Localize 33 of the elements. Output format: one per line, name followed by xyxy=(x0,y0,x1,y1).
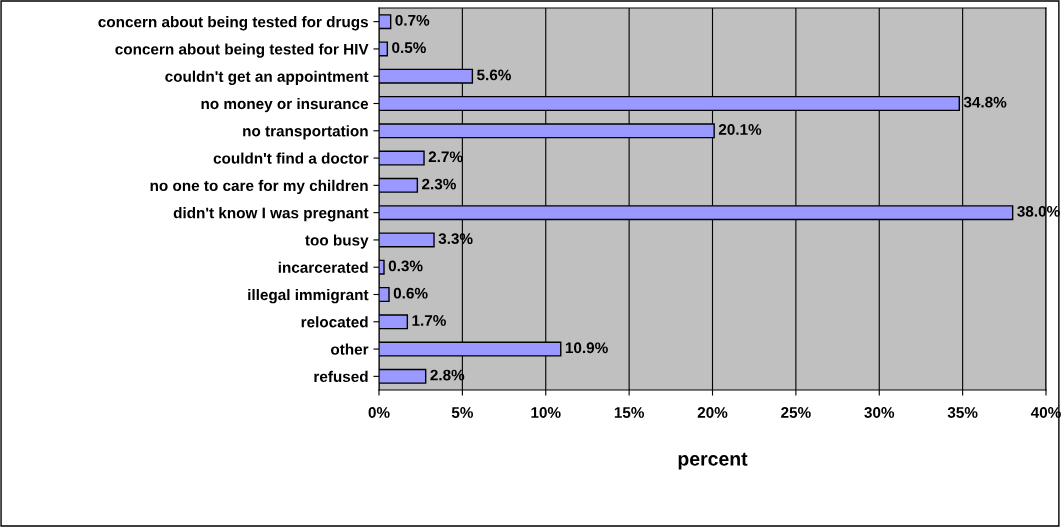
y-tick-label: no one to care for my children xyxy=(150,179,368,195)
y-tick-label: couldn't get an appointment xyxy=(165,70,369,85)
data-label: 0.5% xyxy=(392,42,426,54)
x-tick-label: 10% xyxy=(531,407,561,418)
y-tick-label: incarcerated xyxy=(278,261,368,273)
data-label: 5.6% xyxy=(477,69,511,81)
y-tick-label: other xyxy=(330,343,369,355)
x-axis-title: percent xyxy=(678,452,748,470)
data-label: 0.3% xyxy=(388,260,423,272)
x-tick-label: 15% xyxy=(614,407,645,418)
y-tick-label: refused xyxy=(314,370,368,383)
data-label: 0.7% xyxy=(395,14,430,26)
y-tick-label: concern about being tested for drugs xyxy=(98,16,368,31)
data-label: 20.1% xyxy=(718,124,762,135)
data-label: 10.9% xyxy=(565,342,608,354)
y-tick-label: no transportation xyxy=(243,125,368,140)
y-tick-label: too busy xyxy=(305,234,369,249)
y-tick-label: no money or insurance xyxy=(201,97,369,113)
x-tick-label: 35% xyxy=(947,407,978,418)
y-tick-label: couldn't find a doctor xyxy=(213,152,369,164)
y-tick-label: didn't know I was pregnant xyxy=(173,207,369,222)
x-tick-label: 30% xyxy=(864,407,895,418)
x-tick-label: 25% xyxy=(781,407,811,418)
x-tick-label: 0% xyxy=(368,407,390,418)
x-tick-label: 5% xyxy=(451,407,474,418)
data-label: 1.7% xyxy=(412,315,446,326)
data-label: 34.8% xyxy=(963,96,1007,108)
y-tick-label: concern about being tested for HIV xyxy=(115,43,369,58)
x-tick-label: 20% xyxy=(697,407,728,418)
data-label: 0.6% xyxy=(393,287,428,299)
y-tick-label: illegal immigrant xyxy=(248,288,369,304)
data-label: 2.3% xyxy=(422,178,456,190)
y-tick-label: relocated xyxy=(301,316,368,328)
